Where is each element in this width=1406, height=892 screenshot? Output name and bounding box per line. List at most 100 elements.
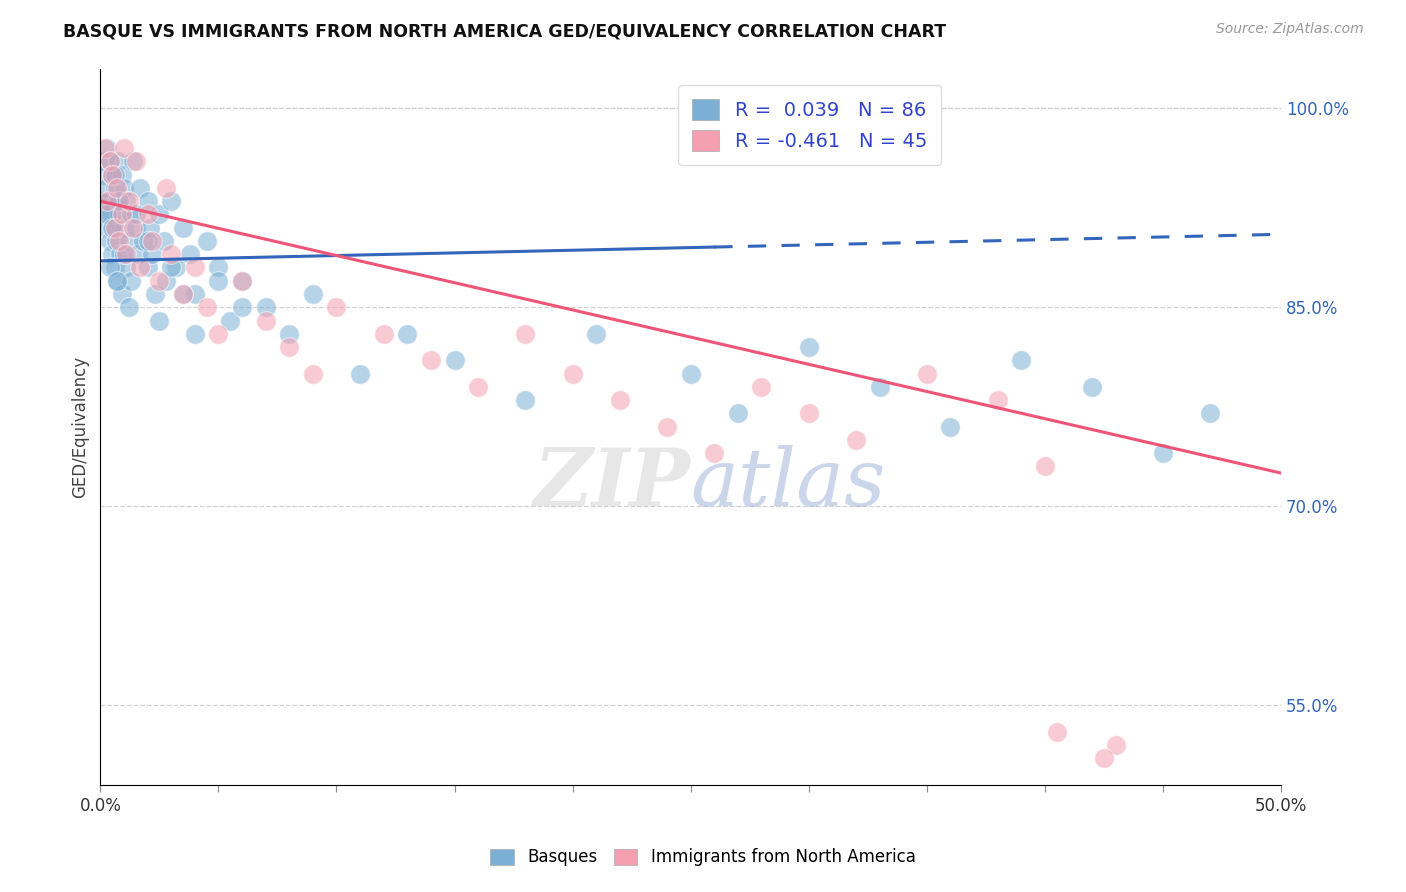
Point bbox=[129, 260, 152, 275]
Point bbox=[1105, 738, 1128, 752]
Point bbox=[1152, 446, 1174, 460]
Point bbox=[115, 247, 138, 261]
Point bbox=[100, 207, 122, 221]
Point bbox=[101, 168, 124, 182]
Point bbox=[219, 313, 242, 327]
Point bbox=[103, 168, 125, 182]
Point bbox=[110, 207, 132, 221]
Point bbox=[396, 326, 419, 341]
Point bbox=[97, 194, 120, 209]
Point bbox=[103, 220, 125, 235]
Point bbox=[125, 154, 148, 169]
Point bbox=[373, 326, 395, 341]
Point bbox=[118, 194, 141, 209]
Point bbox=[797, 406, 820, 420]
Point bbox=[254, 313, 277, 327]
Point bbox=[96, 141, 118, 155]
Point bbox=[110, 247, 132, 261]
Point bbox=[112, 141, 135, 155]
Point bbox=[231, 274, 253, 288]
Point bbox=[108, 207, 131, 221]
Text: atlas: atlas bbox=[690, 445, 886, 523]
Point bbox=[325, 300, 347, 314]
Point bbox=[91, 194, 114, 209]
Point bbox=[125, 220, 148, 235]
Point bbox=[515, 326, 537, 341]
Point bbox=[1081, 380, 1104, 394]
Point bbox=[136, 234, 159, 248]
Point bbox=[655, 419, 678, 434]
Point bbox=[302, 287, 325, 301]
Point bbox=[751, 380, 773, 394]
Point bbox=[136, 194, 159, 209]
Point bbox=[136, 207, 159, 221]
Point bbox=[172, 220, 194, 235]
Point bbox=[110, 287, 132, 301]
Point bbox=[165, 260, 187, 275]
Point bbox=[184, 287, 207, 301]
Point bbox=[231, 300, 253, 314]
Point bbox=[98, 260, 121, 275]
Point bbox=[515, 393, 537, 408]
Point bbox=[136, 260, 159, 275]
Text: BASQUE VS IMMIGRANTS FROM NORTH AMERICA GED/EQUIVALENCY CORRELATION CHART: BASQUE VS IMMIGRANTS FROM NORTH AMERICA … bbox=[63, 22, 946, 40]
Point bbox=[125, 207, 148, 221]
Point bbox=[207, 260, 229, 275]
Point bbox=[419, 353, 441, 368]
Point bbox=[108, 194, 131, 209]
Point bbox=[94, 207, 117, 221]
Point bbox=[108, 234, 131, 248]
Point bbox=[93, 154, 115, 169]
Point bbox=[112, 247, 135, 261]
Point bbox=[195, 234, 218, 248]
Point bbox=[110, 168, 132, 182]
Point bbox=[105, 274, 128, 288]
Point bbox=[585, 326, 607, 341]
Point bbox=[139, 220, 162, 235]
Point bbox=[141, 234, 163, 248]
Point bbox=[561, 367, 583, 381]
Point bbox=[155, 274, 177, 288]
Point bbox=[679, 367, 702, 381]
Point bbox=[148, 207, 170, 221]
Point bbox=[155, 181, 177, 195]
Point bbox=[94, 168, 117, 182]
Point bbox=[129, 181, 152, 195]
Legend: Basques, Immigrants from North America: Basques, Immigrants from North America bbox=[482, 840, 924, 875]
Point bbox=[107, 154, 129, 169]
Point bbox=[122, 220, 145, 235]
Legend: R =  0.039   N = 86, R = -0.461   N = 45: R = 0.039 N = 86, R = -0.461 N = 45 bbox=[678, 86, 941, 165]
Point bbox=[207, 274, 229, 288]
Point bbox=[120, 274, 142, 288]
Point bbox=[94, 141, 117, 155]
Point bbox=[104, 234, 127, 248]
Point bbox=[987, 393, 1010, 408]
Y-axis label: GED/Equivalency: GED/Equivalency bbox=[72, 356, 89, 498]
Point bbox=[797, 340, 820, 354]
Point bbox=[115, 194, 138, 209]
Point bbox=[148, 274, 170, 288]
Point bbox=[153, 234, 176, 248]
Point bbox=[103, 220, 125, 235]
Point bbox=[127, 247, 149, 261]
Point bbox=[1199, 406, 1222, 420]
Point bbox=[869, 380, 891, 394]
Point bbox=[118, 234, 141, 248]
Point bbox=[278, 340, 301, 354]
Point bbox=[172, 287, 194, 301]
Point bbox=[278, 326, 301, 341]
Point bbox=[96, 194, 118, 209]
Point bbox=[122, 154, 145, 169]
Point bbox=[1010, 353, 1032, 368]
Point bbox=[915, 367, 938, 381]
Point bbox=[105, 194, 128, 209]
Point bbox=[98, 154, 121, 169]
Point bbox=[184, 260, 207, 275]
Point bbox=[101, 220, 124, 235]
Point bbox=[96, 181, 118, 195]
Point bbox=[443, 353, 465, 368]
Point bbox=[1033, 459, 1056, 474]
Point bbox=[845, 433, 868, 447]
Point bbox=[118, 300, 141, 314]
Point bbox=[98, 154, 121, 169]
